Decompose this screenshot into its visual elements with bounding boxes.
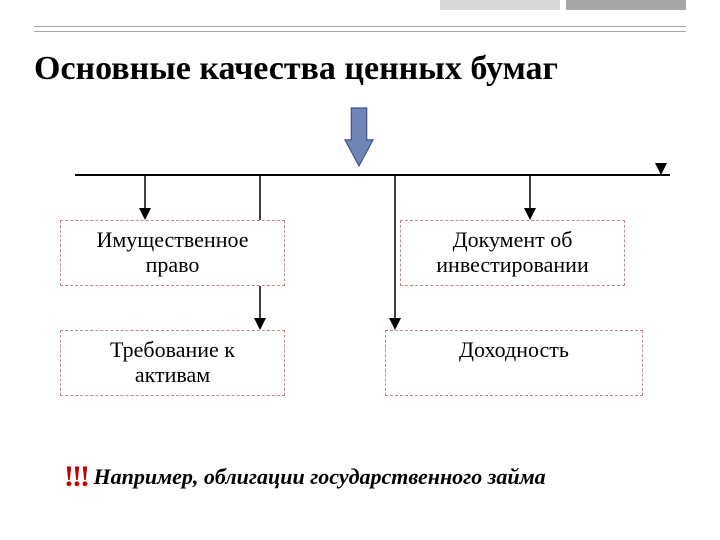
box-b3: Требование к активам: [60, 330, 285, 396]
page-title: Основные качества ценных бумаг: [34, 50, 558, 88]
decor-top-bars: [440, 0, 686, 10]
decor-bar-light: [440, 0, 560, 10]
box-b2: Документ об инвестировании: [400, 220, 625, 286]
decor-hr-strip: [34, 26, 686, 32]
box-b1: Имущественное право: [60, 220, 285, 286]
footer-note: !!! Например, облигации государственного…: [64, 460, 546, 494]
box-b4: Доходность: [385, 330, 643, 396]
decor-bar-dark: [566, 0, 686, 10]
footer-marks: !!!: [64, 460, 88, 493]
footer-text: Например, облигации государственного зай…: [88, 464, 546, 489]
